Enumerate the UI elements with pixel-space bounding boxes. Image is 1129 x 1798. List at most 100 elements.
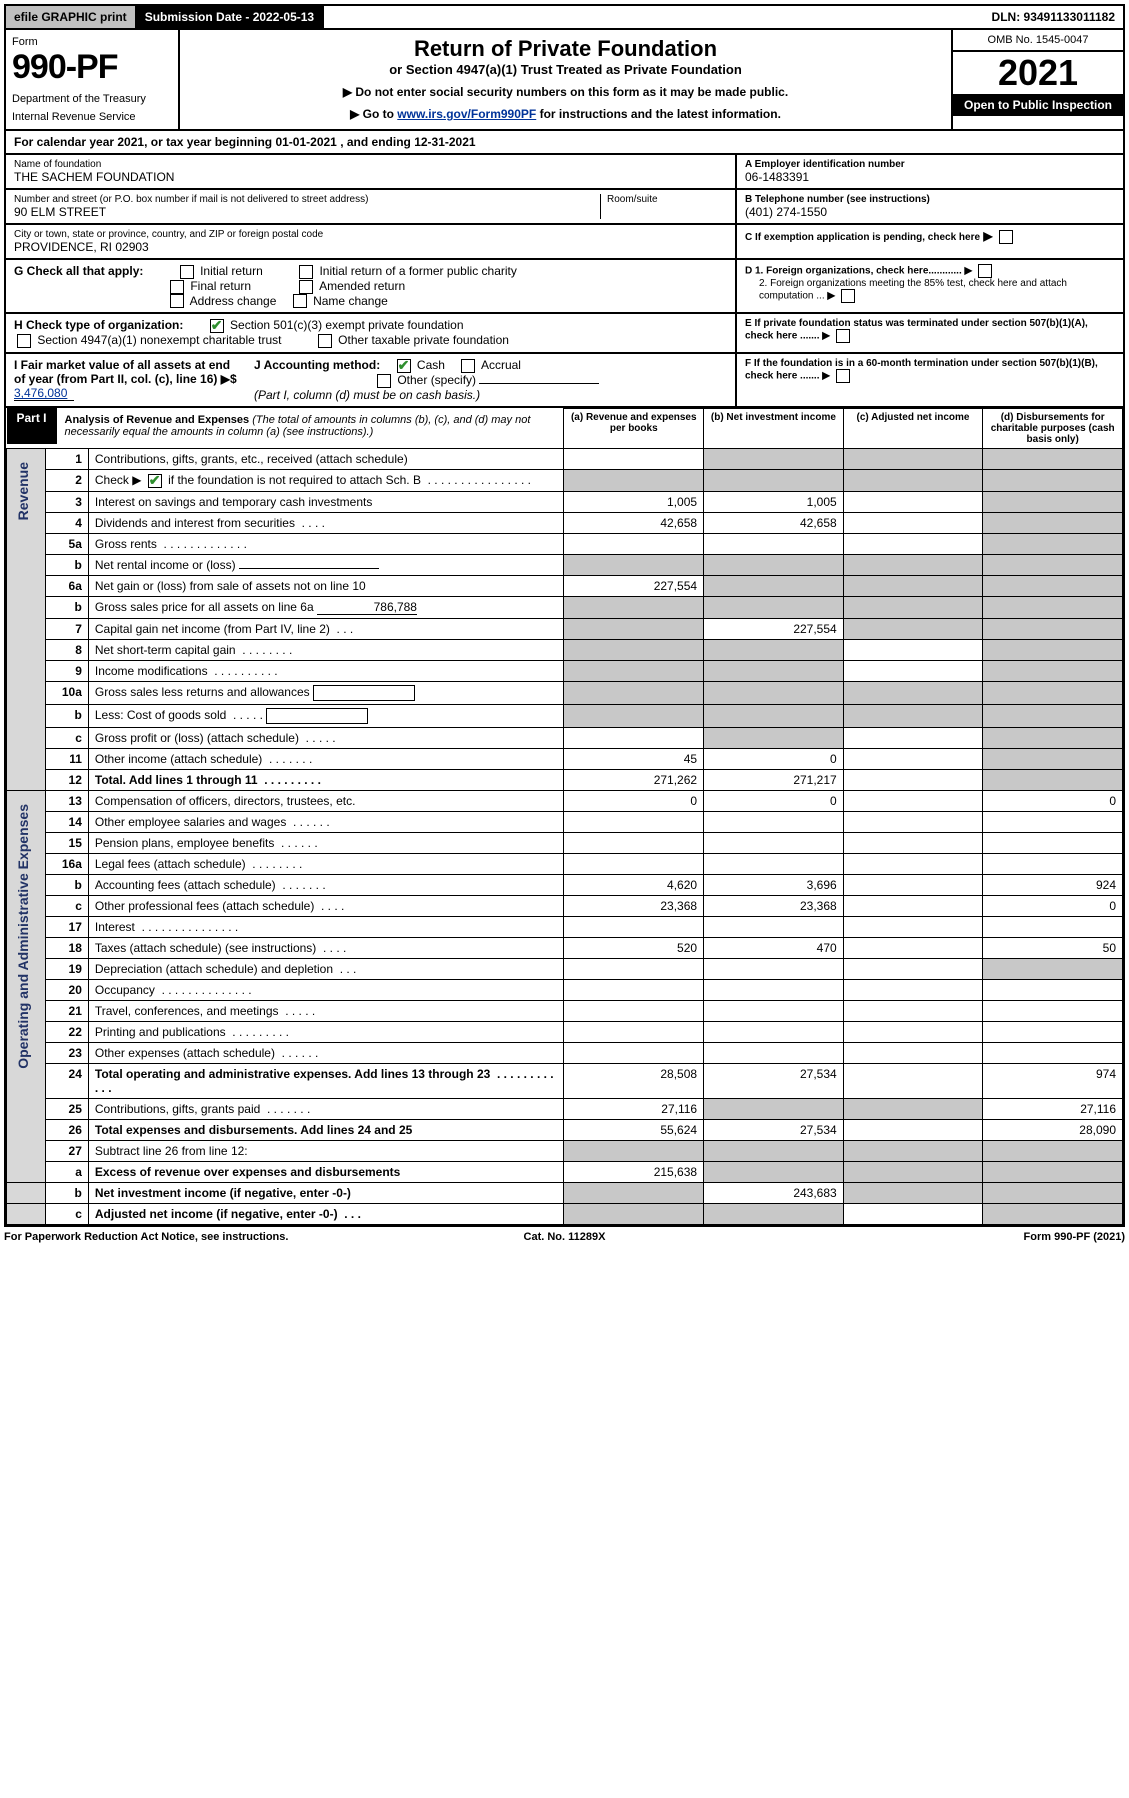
table-row: 27 Subtract line 26 from line 12: [7,1140,1123,1161]
table-row: 21 Travel, conferences, and meetings . .… [7,1000,1123,1021]
table-row: 16a Legal fees (attach schedule) . . . .… [7,853,1123,874]
analysis-table: Part I Analysis of Revenue and Expenses … [6,408,1123,1225]
ident-row-3: City or town, state or province, country… [4,225,1125,260]
d1-checkbox[interactable] [978,264,992,278]
calrow-end: 12-31-2021 [414,135,475,149]
g-opt-5: Name change [313,294,388,308]
phone-value: (401) 274-1550 [745,205,1115,219]
row-g-d: G Check all that apply: Initial return I… [4,260,1125,314]
l2-post: if the foundation is not required to att… [168,473,421,487]
i-value[interactable]: 3,476,080 [14,386,74,401]
d2-checkbox[interactable] [841,289,855,303]
h-opt-1: Section 501(c)(3) exempt private foundat… [230,318,463,332]
j-other: Other (specify) [397,373,476,387]
table-row: 25 Contributions, gifts, grants paid . .… [7,1098,1123,1119]
foundation-name: THE SACHEM FOUNDATION [14,170,727,184]
table-row: 11 Other income (attach schedule) . . . … [7,748,1123,769]
h-opt-2: Section 4947(a)(1) nonexempt charitable … [37,333,281,347]
street-value: 90 ELM STREET [14,205,600,219]
j-accrual-checkbox[interactable] [461,359,475,373]
arrow-icon: ▶ [965,266,975,277]
arrow-icon: ▶ [822,371,832,382]
e-checkbox[interactable] [836,329,850,343]
table-row: b Gross sales price for all assets on li… [7,596,1123,618]
f-checkbox[interactable] [836,369,850,383]
g-name-change-checkbox[interactable] [293,294,307,308]
table-row: c Gross profit or (loss) (attach schedul… [7,727,1123,748]
table-row: 4 Dividends and interest from securities… [7,512,1123,533]
table-row: 3 Interest on savings and temporary cash… [7,491,1123,512]
form-label: Form [12,36,172,48]
table-row: 6a Net gain or (loss) from sale of asset… [7,575,1123,596]
instr-pre: ▶ Go to [350,107,397,121]
irs-label: Internal Revenue Service [12,111,172,123]
g-amended-checkbox[interactable] [299,280,313,294]
street-label: Number and street (or P.O. box number if… [14,194,600,205]
d1-label: D 1. Foreign organizations, check here..… [745,266,962,277]
table-row: 19 Depreciation (attach schedule) and de… [7,958,1123,979]
footer: For Paperwork Reduction Act Notice, see … [4,1231,1125,1243]
ident-row-2: Number and street (or P.O. box number if… [4,190,1125,225]
table-row: c Other professional fees (attach schedu… [7,895,1123,916]
omb-number: OMB No. 1545-0047 [953,30,1123,52]
g-initial-former-checkbox[interactable] [299,265,313,279]
h-other-taxable-checkbox[interactable] [318,334,332,348]
l2-checkbox[interactable] [148,474,162,488]
row-h-e: H Check type of organization: Section 50… [4,314,1125,354]
l2-pre: Check ▶ [95,473,145,487]
i-label: I Fair market value of all assets at end… [14,358,230,386]
ein-label: A Employer identification number [745,159,1115,170]
arrow-icon: ▶ [827,291,837,302]
form990pf-link[interactable]: www.irs.gov/Form990PF [397,107,536,121]
g-opt-0: Initial return [200,264,263,278]
table-row: 12 Total. Add lines 1 through 11 . . . .… [7,769,1123,790]
j-cash: Cash [417,358,445,372]
form-header: Form 990-PF Department of the Treasury I… [4,30,1125,131]
ident-row-1: Name of foundation THE SACHEM FOUNDATION… [4,155,1125,190]
efile-print[interactable]: efile GRAPHIC print [6,6,137,28]
dept-treasury: Department of the Treasury [12,93,172,105]
arrow-icon: ▶ [983,229,996,243]
table-row: 18 Taxes (attach schedule) (see instruct… [7,937,1123,958]
l10b-box [266,708,368,724]
instr-ssn: ▶ Do not enter social security numbers o… [186,85,945,99]
h-501c3-checkbox[interactable] [210,319,224,333]
city-value: PROVIDENCE, RI 02903 [14,240,727,254]
cat-no: Cat. No. 11289X [378,1231,752,1243]
table-row: 8 Net short-term capital gain . . . . . … [7,639,1123,660]
col-d-header: (d) Disbursements for charitable purpose… [983,408,1123,448]
g-opt-2: Final return [190,279,251,293]
calrow-pre: For calendar year 2021, or tax year begi… [14,135,275,149]
c-checkbox[interactable] [999,230,1013,244]
table-row: b Accounting fees (attach schedule) . . … [7,874,1123,895]
j-other-checkbox[interactable] [377,374,391,388]
ein-value: 06-1483391 [745,170,1115,184]
c-label: C If exemption application is pending, c… [745,232,980,243]
table-row: 22 Printing and publications . . . . . .… [7,1021,1123,1042]
j-other-line [479,383,599,384]
city-label: City or town, state or province, country… [14,229,727,240]
part-1-title: Analysis of Revenue and Expenses [65,414,250,426]
e-label: E If private foundation status was termi… [745,318,1088,342]
table-row: 24 Total operating and administrative ex… [7,1063,1123,1098]
side-revenue: Revenue [13,452,33,530]
table-row: 23 Other expenses (attach schedule) . . … [7,1042,1123,1063]
l10a-box [313,685,415,701]
g-address-change-checkbox[interactable] [170,294,184,308]
instr-post: for instructions and the latest informat… [540,107,781,121]
j-label: J Accounting method: [254,358,380,372]
g-initial-return-checkbox[interactable] [180,265,194,279]
g-label: G Check all that apply: [14,264,143,278]
h-4947-checkbox[interactable] [17,334,31,348]
col-b-header: (b) Net investment income [704,408,844,448]
j-cash-checkbox[interactable] [397,359,411,373]
table-row: 2 Check ▶ if the foundation is not requi… [7,469,1123,491]
arrow-icon: ▶$ [221,372,237,386]
room-label: Room/suite [607,194,727,205]
g-opt-1: Initial return of a former public charit… [319,264,516,278]
calendar-year-row: For calendar year 2021, or tax year begi… [4,131,1125,155]
table-row: Revenue 1 Contributions, gifts, grants, … [7,448,1123,469]
table-row: 7 Capital gain net income (from Part IV,… [7,618,1123,639]
calrow-mid: , and ending [340,135,414,149]
g-final-return-checkbox[interactable] [170,280,184,294]
